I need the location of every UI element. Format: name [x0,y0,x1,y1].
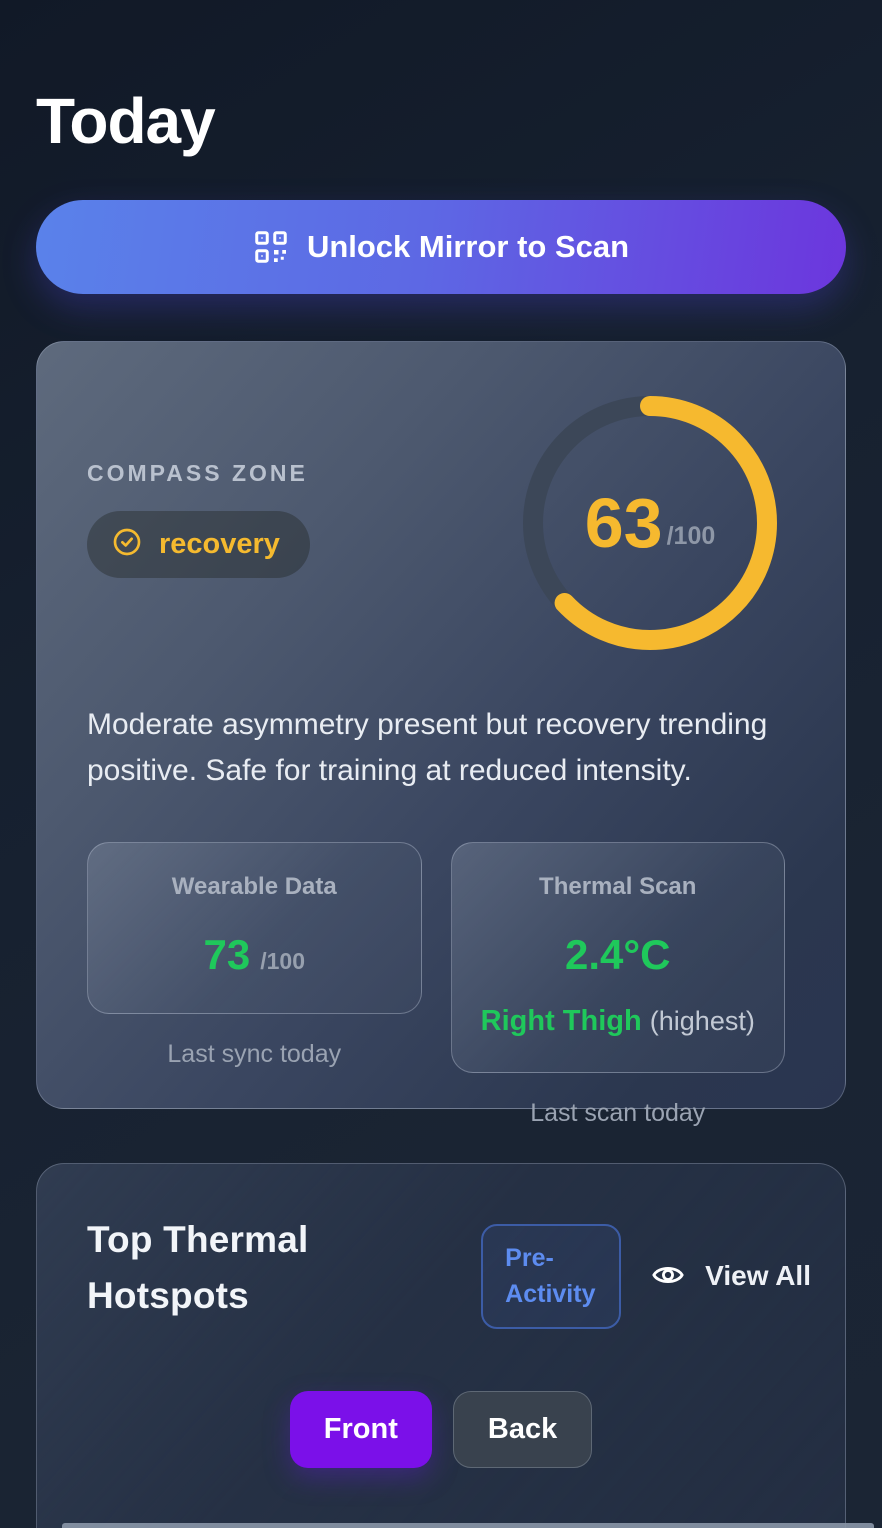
next-section-peek-edge [62,1523,874,1528]
thermal-hotspots-card: Top Thermal Hotspots Pre-Activity View A… [36,1163,846,1528]
thermal-scan-column: Thermal Scan 2.4°C Right Thigh (highest)… [450,841,785,1128]
wearable-data-value: 73 [203,930,251,978]
qr-code-icon [253,229,289,265]
thermal-scan-value: 2.4°C [564,930,671,978]
toggle-front-button[interactable]: Front [289,1390,432,1468]
view-all-label: View All [705,1260,811,1292]
wearable-data-label: Wearable Data [171,872,337,900]
gauge-progress [523,396,777,650]
thermal-scan-card[interactable]: Thermal Scan 2.4°C Right Thigh (highest) [450,841,785,1073]
view-all-button[interactable]: View All [651,1258,811,1295]
unlock-mirror-label: Unlock Mirror to Scan [306,229,630,264]
thermal-scan-label: Thermal Scan [539,872,697,900]
front-back-toggle: Front Back [37,1390,845,1468]
check-circle-icon [111,526,143,563]
wearable-data-suffix: /100 [260,947,305,974]
page-title: Today [36,85,216,157]
unlock-mirror-button[interactable]: Unlock Mirror to Scan [36,200,846,294]
wearable-data-card[interactable]: Wearable Data 73 /100 [87,841,422,1014]
thermal-hotspot-location: Right Thigh [480,1004,642,1037]
compass-zone-label: COMPASS ZONE [87,460,308,486]
gauge-value: 63 [584,484,663,562]
compass-zone-card: COMPASS ZONE recovery [36,341,846,1127]
thermal-hotspot-note: (highest) [649,1005,755,1036]
recovery-summary-text: Moderate asymmetry present but recovery … [87,708,768,787]
thermal-scan-caption: Last scan today [530,1098,706,1127]
recovery-zone-badge[interactable]: recovery [87,511,310,578]
hotspots-title: Top Thermal Hotspots [87,1219,309,1316]
recovery-score-gauge: 63 /100 [515,388,785,658]
wearable-data-column: Wearable Data 73 /100 Last sync today [87,841,422,1069]
pre-activity-chip[interactable]: Pre-Activity [481,1224,622,1329]
gauge-max-label: /100 [666,521,716,550]
zone-badge-label: recovery [159,528,280,560]
toggle-back-button[interactable]: Back [452,1390,593,1468]
wearable-sync-caption: Last sync today [167,1039,342,1068]
eye-icon [651,1258,685,1295]
